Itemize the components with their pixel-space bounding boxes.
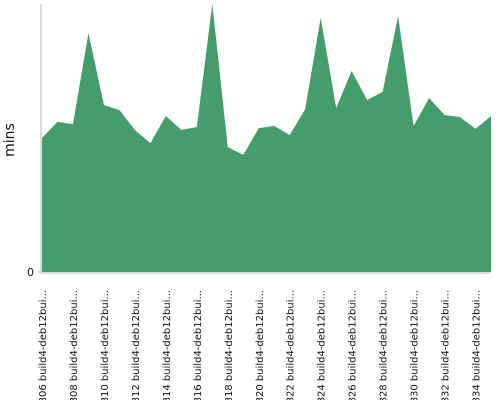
x-tick-label: #818 build4-deb12bui... (224, 290, 235, 400)
x-tick-label: #806 build4-deb12bui... (38, 290, 49, 400)
x-tick-label: #828 build4-deb12bui... (379, 290, 390, 400)
x-tick-label: #834 build4-deb12bui... (472, 290, 483, 400)
x-tick-label: #816 build4-deb12bui... (193, 290, 204, 400)
x-tick-label: #820 build4-deb12bui... (255, 290, 266, 400)
x-tick-label: #826 build4-deb12bui... (348, 290, 359, 400)
x-tick-label: #812 build4-deb12bui... (131, 290, 142, 400)
x-tick-label: #832 build4-deb12bui... (441, 290, 452, 400)
x-tick-label: #822 build4-deb12bui... (286, 290, 297, 400)
y-axis-label: mins (2, 123, 18, 157)
x-tick-label: #824 build4-deb12bui... (317, 290, 328, 400)
y-tick-label: 0 (27, 266, 34, 279)
x-tick-label: #808 build4-deb12bui... (69, 290, 80, 400)
x-tick-label: #810 build4-deb12bui... (100, 290, 111, 400)
area (42, 4, 491, 272)
x-tick-label: #830 build4-deb12bui... (410, 290, 421, 400)
x-tick-label: #814 build4-deb12bui... (162, 290, 173, 400)
